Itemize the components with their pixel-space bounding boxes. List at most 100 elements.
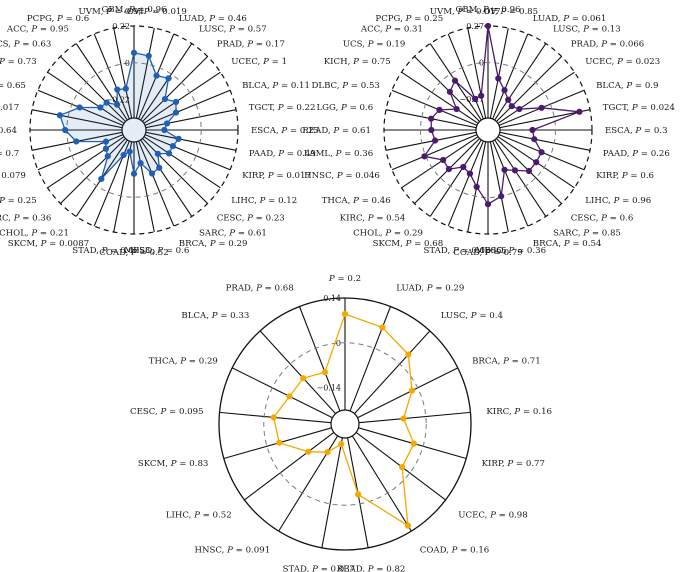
category-label: PRAD, P = 0.17	[217, 39, 285, 49]
spoke-tgct	[145, 109, 237, 129]
spoke-lgg	[31, 109, 123, 129]
spoke-lusc	[354, 330, 431, 415]
ring-tick-label: 0	[336, 339, 341, 348]
data-point-hnsc	[102, 138, 110, 145]
data-point-uvm	[478, 92, 485, 99]
category-label: LUAD, P = 0.29	[396, 284, 464, 294]
spoke-pcpg	[93, 33, 130, 120]
category-label: CESC, P = 0.6	[571, 214, 634, 224]
spoke-stad	[321, 437, 343, 548]
category-label: OV, P = 0.019	[127, 7, 187, 17]
data-point-tgct	[576, 108, 583, 115]
category-label: PAAD, P = 0.26	[603, 149, 670, 159]
series-line	[273, 313, 415, 527]
category-label: BRCA, P = 0.29	[179, 239, 248, 249]
category-label: KIRC, P = 0.36	[0, 214, 51, 224]
data-point-read	[428, 126, 435, 134]
spoke-prad	[142, 56, 208, 122]
category-label: UCEC, P = 1	[231, 57, 287, 67]
category-label: KICH, P = 0.73	[0, 57, 37, 67]
category-label: DLBC, P = 0.53	[311, 81, 379, 91]
data-point-lihc	[165, 150, 173, 157]
spoke-brca	[357, 367, 459, 419]
spoke-kich	[401, 71, 479, 124]
spoke-lusc	[140, 43, 193, 121]
data-point-chol	[460, 163, 467, 171]
category-label: UVM, P = 0.017	[430, 7, 501, 17]
data-point-prad	[161, 95, 169, 103]
category-label: MESO, P = 0.36	[476, 246, 547, 256]
data-point-hnsc	[421, 153, 428, 160]
data-point-thca	[102, 145, 110, 152]
ring-tick-label: −0.14	[316, 384, 341, 393]
category-label: STAD, P = 0.0053	[72, 246, 150, 256]
data-point-ov	[495, 75, 502, 82]
category-label: HNSC, P = 0.046	[304, 171, 380, 181]
data-point-coad	[484, 201, 492, 208]
category-label: LIHC, P = 0.12	[231, 196, 297, 206]
category-label: BRCA, P = 0.71	[472, 357, 541, 367]
category-label: BLCA, P = 0.33	[181, 311, 249, 321]
category-label: HNSC, P = 0.091	[194, 546, 270, 556]
category-label: PAAD, P = 0.49	[249, 149, 316, 159]
category-label: READ, P = 0.61	[302, 126, 371, 136]
data-point-luad	[153, 72, 160, 79]
category-label: DLBC, P = 0.65	[0, 81, 26, 91]
spoke-kich	[47, 71, 125, 124]
data-point-ucec	[172, 98, 180, 106]
spoke-kirc	[358, 411, 471, 424]
data-point-read	[355, 491, 362, 498]
data-point-chol	[98, 175, 105, 183]
data-point-prad	[508, 103, 515, 110]
data-point-kirc	[104, 153, 111, 160]
data-point-brca	[501, 166, 508, 173]
spoke-kirp	[144, 134, 231, 171]
data-point-lusc	[505, 96, 512, 103]
data-point-paad	[531, 136, 538, 143]
category-label: GBM, P = 0.96	[101, 5, 166, 15]
data-point-top	[341, 310, 349, 318]
radar-chart-orange: 0.14 0 −0.14 P = 0.2 LUAD, P = 0.29 LUSC, P =…	[130, 274, 552, 572]
ring-0.14	[218, 297, 472, 551]
category-label: ACC, P = 0.31	[360, 25, 423, 35]
category-label: TGCT, P = 0.22	[249, 103, 316, 113]
category-label: COAD, P = 0.52	[99, 248, 168, 258]
category-label: BLCA, P = 0.11	[242, 81, 310, 91]
spoke-meso	[135, 141, 155, 233]
spoke-paad	[145, 131, 237, 151]
data-point-blca	[300, 375, 307, 382]
spoke-stad	[113, 141, 133, 233]
ring-tick-label: −0.27	[459, 95, 484, 104]
category-label: READ, P = 0.82	[337, 565, 406, 572]
category-label: COAD, P = 0.79	[453, 248, 522, 258]
data-point-lihc	[533, 159, 540, 166]
category-label: LAML, P = 0.36	[304, 149, 374, 159]
data-point-tgct	[163, 120, 171, 127]
spoke-pcpg	[447, 33, 484, 120]
data-point-kirp	[169, 143, 177, 150]
category-label: PCPG, P = 0.6	[27, 14, 89, 24]
category-label: BRCA, P = 0.54	[533, 239, 602, 249]
data-point-ucs	[446, 88, 453, 95]
category-label: KIRC, P = 0.54	[340, 214, 406, 224]
category-label: UCS, P = 0.63	[0, 39, 51, 49]
data-point-esca	[161, 126, 168, 134]
spoke-lihc	[244, 431, 335, 501]
data-point-stad	[338, 440, 345, 448]
category-label: UCS, P = 0.19	[343, 39, 405, 49]
data-point-lusc	[405, 351, 412, 358]
data-point-kirp	[538, 149, 545, 156]
spoke-sarc	[140, 139, 193, 217]
category-label: ESCA, P = 0.3	[605, 126, 668, 136]
data-point-skcm	[120, 151, 127, 159]
category-label: THCA, P = 0.29	[149, 357, 218, 367]
data-point-blca	[172, 109, 180, 116]
category-label: KIRC, P = 0.16	[486, 407, 552, 417]
data-point-cesc	[525, 167, 533, 175]
spoke-paad	[499, 131, 591, 151]
category-label: SARC, P = 0.85	[553, 228, 621, 238]
spoke-thca	[47, 136, 125, 189]
category-label: CESC, P = 0.095	[130, 407, 204, 417]
